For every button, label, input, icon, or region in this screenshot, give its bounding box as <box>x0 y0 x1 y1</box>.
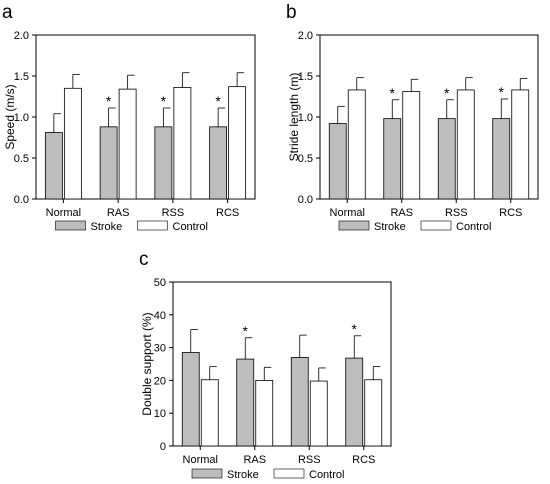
x-tick-label: RCS <box>499 207 522 219</box>
bar-stroke <box>154 126 173 200</box>
significance-marker: * <box>499 84 505 100</box>
y-axis-title: Stride length (m) <box>287 73 301 162</box>
y-tick-label: 1.5 <box>298 71 313 83</box>
y-axis-title: Speed (m/s) <box>3 84 17 149</box>
x-tick-label: RAS <box>390 207 413 219</box>
bar-control <box>402 91 421 200</box>
chart-panel-a: a 0.0 0.5 1.0 1.5 2.0 Speed (m/s) Normal RAS * RSS… <box>2 2 256 233</box>
y-tick-label: 20 <box>154 375 166 387</box>
bar-control <box>347 89 366 200</box>
legend-swatch-control <box>273 468 305 479</box>
panel-letter: a <box>2 2 13 23</box>
bar-stroke <box>437 118 456 200</box>
bar-stroke <box>236 358 255 447</box>
significance-marker: * <box>243 323 249 339</box>
significance-marker: * <box>352 321 358 337</box>
bar-stroke <box>492 118 511 200</box>
bar-stroke <box>99 126 118 200</box>
legend-swatch-control <box>420 220 452 231</box>
plot-frame <box>172 281 392 447</box>
x-tick-label: Normal <box>46 207 81 219</box>
bar-stroke <box>383 118 402 200</box>
significance-marker: * <box>215 93 221 109</box>
legend-label-control: Control <box>309 469 344 481</box>
bar-control <box>255 379 274 447</box>
y-tick-label: 50 <box>154 277 166 289</box>
y-tick-label: 2.0 <box>298 30 313 42</box>
bar-control <box>228 86 247 200</box>
bar-stroke <box>44 132 63 200</box>
y-tick-label: 1.0 <box>298 112 313 124</box>
legend-label-control: Control <box>456 221 491 233</box>
y-tick-label: 0 <box>160 441 166 453</box>
y-tick-label: 10 <box>154 408 166 420</box>
x-tick-label: RCS <box>216 207 239 219</box>
y-tick-label: 0.5 <box>14 153 29 165</box>
y-tick-label: 0.0 <box>14 194 29 206</box>
bar-control <box>200 379 219 447</box>
panel-letter: b <box>286 2 297 23</box>
bar-control <box>364 379 383 447</box>
bar-control <box>309 380 328 447</box>
y-tick-label: 1.0 <box>14 112 29 124</box>
x-tick-label: RSS <box>298 454 321 466</box>
bar-control <box>511 89 530 200</box>
x-tick-label: RAS <box>243 454 266 466</box>
legend-swatch-stroke <box>338 220 370 231</box>
x-tick-label: RAS <box>107 207 130 219</box>
y-axis-title: Double support (%) <box>140 312 154 415</box>
x-tick-label: RSS <box>162 207 185 219</box>
y-tick-label: 0.5 <box>298 153 313 165</box>
significance-marker: * <box>390 85 396 101</box>
bar-control <box>118 88 137 200</box>
legend-swatch-stroke <box>55 220 86 231</box>
legend-swatch-stroke <box>191 468 223 479</box>
bar-stroke <box>290 357 309 447</box>
x-tick-label: Normal <box>330 207 365 219</box>
y-tick-label: 30 <box>154 343 166 355</box>
x-tick-label: RCS <box>352 454 375 466</box>
x-tick-label: Normal <box>183 454 218 466</box>
y-tick-label: 40 <box>154 310 166 322</box>
significance-marker: * <box>106 93 112 109</box>
y-tick-label: 0.0 <box>298 194 313 206</box>
legend-swatch-control <box>137 220 168 231</box>
legend-label-stroke: Stroke <box>374 221 406 233</box>
bar-stroke <box>181 352 200 447</box>
significance-marker: * <box>161 93 167 109</box>
bar-control <box>456 89 475 200</box>
bar-control <box>173 87 192 200</box>
chart-panel-c: c 0 10 20 30 40 50 Double support (%) Normal RAS *… <box>139 249 392 481</box>
x-tick-label: RSS <box>445 207 468 219</box>
significance-marker: * <box>444 85 450 101</box>
chart-panel-b: b 0.0 0.5 1.0 1.5 2.0 Stride length (m) Normal R… <box>286 2 539 233</box>
bar-stroke <box>345 357 364 447</box>
bar-control <box>63 87 82 200</box>
y-tick-label: 2.0 <box>14 30 29 42</box>
bar-stroke <box>328 123 347 200</box>
legend-label-stroke: Stroke <box>91 221 123 233</box>
bar-stroke <box>209 126 228 200</box>
legend-label-stroke: Stroke <box>227 469 259 481</box>
legend-label-control: Control <box>173 221 208 233</box>
panel-letter: c <box>139 249 149 270</box>
y-tick-label: 1.5 <box>14 71 29 83</box>
